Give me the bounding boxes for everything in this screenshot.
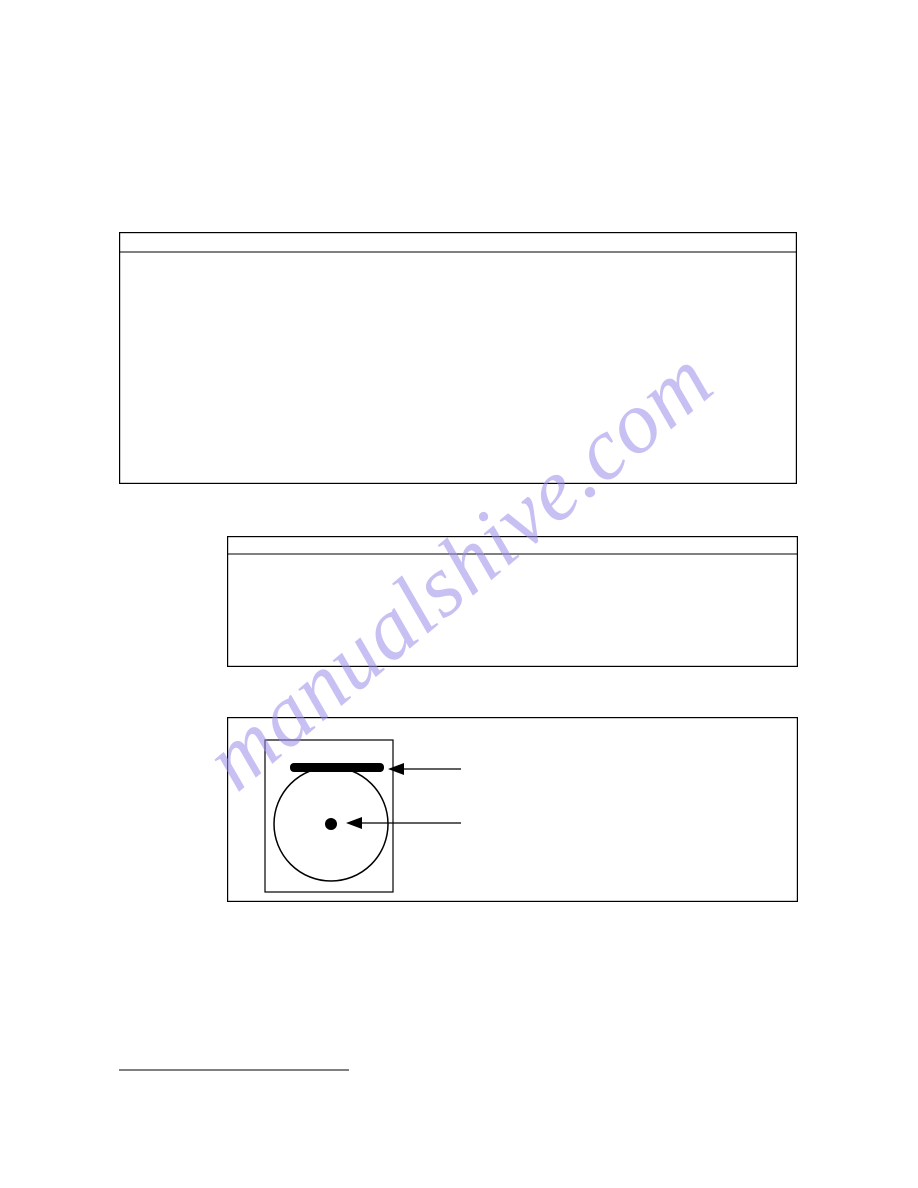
box3-center-dot	[325, 818, 337, 830]
box3-inner-rect	[265, 740, 393, 892]
box1-svg	[119, 232, 797, 484]
box2-outer	[228, 537, 798, 667]
box3-arrow2-head	[346, 817, 362, 829]
box3-arrow1-head	[388, 763, 404, 775]
box1-outer	[120, 233, 797, 484]
box2-svg	[227, 536, 798, 667]
box3-outer	[228, 718, 798, 902]
hr-line-svg	[119, 1068, 349, 1072]
box3-top-bar	[290, 763, 384, 772]
box3-svg	[227, 717, 798, 902]
page-root: manualshive.com	[0, 0, 918, 1188]
